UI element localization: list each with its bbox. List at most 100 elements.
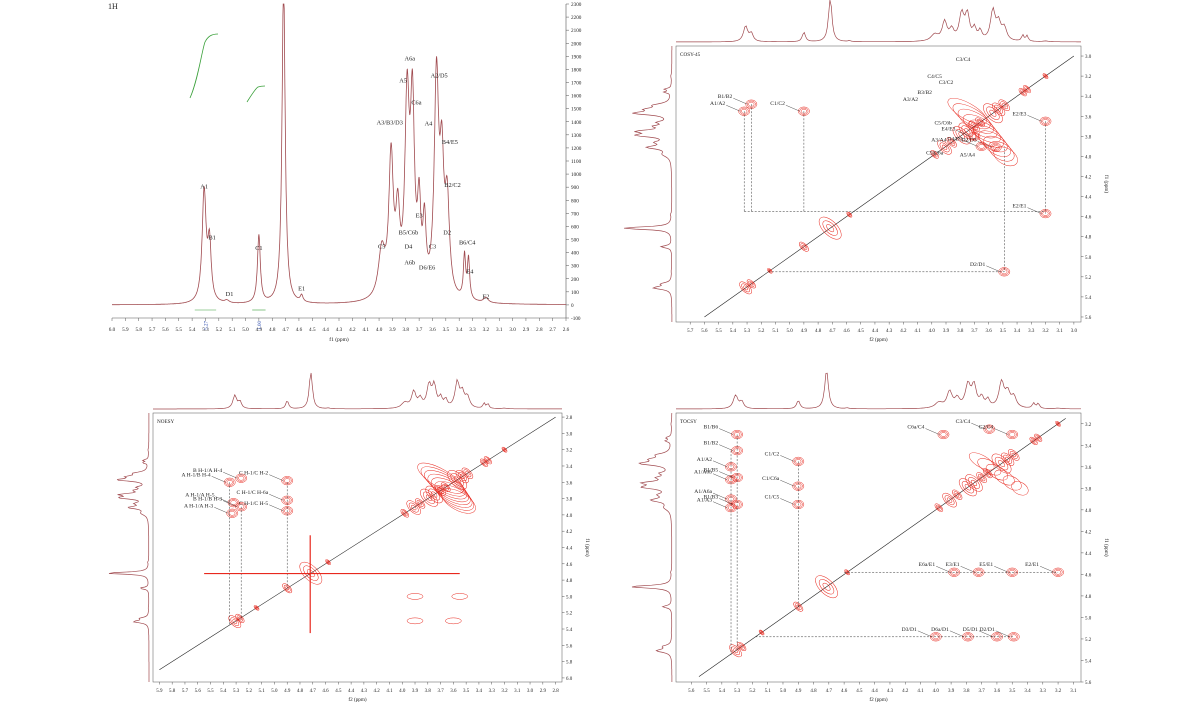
x-tick-label: 3.6 [429, 327, 436, 333]
cross-peak-label: B1/B3 [704, 494, 719, 500]
cross-peak-pointer [1039, 566, 1055, 573]
diagonal-contour [1036, 436, 1040, 440]
cross-peak-contour [226, 508, 239, 518]
panel-title: TOCSY [680, 419, 697, 425]
x-tick-label: 3.7 [416, 327, 423, 333]
diagonal-contour [238, 616, 242, 621]
cross-peak-contour [998, 267, 1011, 277]
y-tick-label: 3.6 [1085, 466, 1092, 471]
cross-peak-label: D6a/D1 [931, 627, 949, 633]
y-tick-label: 2.8 [566, 416, 573, 421]
y-axis-label: f1 (ppm) [1103, 538, 1110, 557]
y-tick-label: 2100 [571, 28, 582, 34]
diagonal-contour [998, 460, 1005, 468]
x-tick-label: 5.1 [259, 689, 266, 694]
diagonal-contour [401, 510, 408, 517]
diagonal-contour [1021, 90, 1025, 94]
diagonal-contour [326, 561, 330, 564]
x-tick-label: 5.7 [182, 689, 189, 694]
diagonal-contour [463, 469, 472, 478]
cross-peak-label: A1/A6b [694, 470, 712, 476]
x-tick-label: 4.7 [829, 329, 836, 334]
y-tick-label: 3.6 [1085, 115, 1092, 120]
y-tick-label: 5.4 [566, 628, 573, 633]
plot-frame [675, 45, 1082, 323]
diagonal-contour [461, 467, 474, 480]
cross-peak-contour [989, 142, 1002, 152]
x-tick-label: 3.3 [489, 689, 496, 694]
diagonal-contour [255, 606, 258, 609]
diagonal-contour [415, 498, 426, 509]
cross-peak-label: C3/C4 [956, 419, 971, 425]
diagonal-contour [965, 474, 983, 492]
x-tick-label: 4.2 [374, 689, 381, 694]
x-tick-label: 2.9 [523, 327, 530, 333]
left-projection [108, 413, 150, 682]
x-tick-label: 4.9 [795, 689, 802, 694]
diagonal-contour [942, 492, 957, 508]
x-tick-label: 2.8 [536, 327, 543, 333]
x-tick-label: 4.3 [336, 327, 343, 333]
diagonal-contour [996, 106, 1001, 112]
cluster-contour [962, 114, 998, 139]
plot-frame [675, 412, 1082, 683]
cross-peak-pointer [269, 504, 284, 512]
x-tick-label: 5.0 [242, 327, 249, 333]
y-tick-label: 3.4 [566, 465, 573, 470]
x-tick-label: 4.0 [376, 327, 383, 333]
cluster-contour [983, 135, 1011, 157]
x-tick-label: 4.2 [900, 329, 907, 334]
peak-annotation: C6a [411, 100, 421, 107]
diagonal-contour [479, 458, 489, 467]
cross-peak-pointer [785, 105, 800, 112]
x-tick-label: 2.7 [549, 327, 556, 333]
cross-peak-pointer [712, 501, 728, 508]
x-tick-label: 4.5 [858, 329, 865, 334]
diagonal-contour [946, 137, 957, 148]
y-tick-label: 900 [571, 185, 579, 191]
x-tick-label: 5.2 [216, 327, 223, 333]
y-tick-label: 4.2 [566, 530, 573, 535]
cross-peak-contour [1009, 432, 1016, 437]
y-tick-label: 4.0 [1085, 509, 1092, 514]
cluster-contour [994, 469, 1015, 486]
diagonal-contour [1019, 89, 1026, 95]
diagonal-contour [935, 504, 942, 511]
diagonal-contour [1035, 435, 1041, 441]
y-tick-label: 1100 [571, 159, 582, 165]
y-tick-label: 4.2 [1085, 175, 1092, 180]
diagonal-contour [970, 122, 979, 130]
cross-peak-pointer [712, 473, 728, 480]
peak-annotation: A1 [200, 183, 208, 190]
cluster-contour [968, 119, 1001, 143]
cross-peak-label: C1/C2 [770, 101, 785, 107]
cross-peak-contour [238, 475, 245, 481]
cross-peak-contour [406, 593, 424, 600]
cross-peak-pointer [1027, 115, 1042, 122]
y-tick-label: 3.8 [1085, 487, 1092, 492]
x-tick-label: 3.2 [1055, 689, 1062, 694]
cluster-contour [424, 470, 468, 500]
spectrum-line [112, 3, 566, 306]
diagonal-contour [822, 582, 831, 591]
cross-peak-label: E5/E1 [979, 562, 993, 568]
peak-annotation: E1 [298, 286, 305, 293]
diagonal-contour [978, 473, 986, 482]
diagonal-contour [1009, 451, 1018, 459]
cross-peak-contour [741, 108, 748, 114]
plot-frame [152, 412, 563, 683]
cross-peak-pointer [733, 98, 748, 105]
x-tick-label: 3.4 [476, 689, 483, 694]
cluster-contour [988, 141, 1015, 162]
peak-annotation: B4/E5 [442, 139, 458, 146]
diagonal-contour [998, 99, 1010, 111]
diagonal-contour [978, 120, 982, 125]
cross-peak-pointer [994, 428, 1009, 435]
x-tick-label: 6.0 [109, 327, 116, 333]
y-tick-label: 5.0 [566, 595, 573, 600]
cross-peak-pointer [956, 130, 971, 137]
diagonal-contour [254, 605, 259, 610]
cross-peak-contour [983, 424, 996, 434]
x-tick-label: 4.4 [348, 689, 355, 694]
diagonal-contour [826, 224, 835, 233]
